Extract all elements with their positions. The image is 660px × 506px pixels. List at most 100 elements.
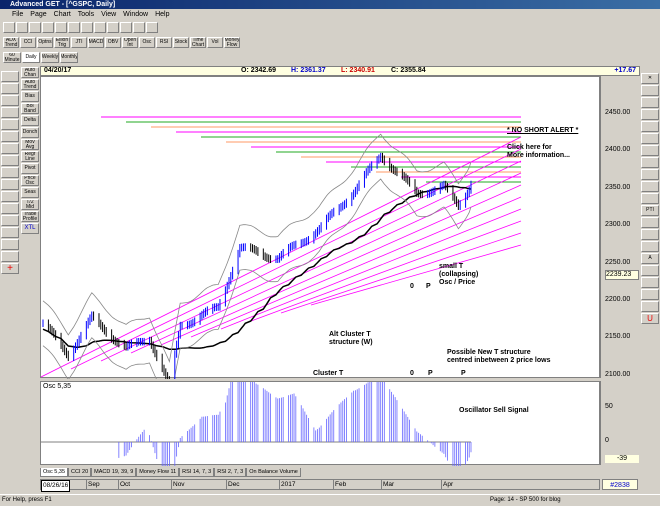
tool-donch[interactable]: Donch [21, 127, 39, 138]
fib-time-icon[interactable] [641, 133, 659, 144]
menu-view[interactable]: View [101, 11, 117, 18]
tool-pivot[interactable]: Pivot [21, 163, 39, 174]
delete-icon[interactable] [107, 22, 119, 33]
tab-2[interactable]: MACD 19, 39, 9 [91, 467, 137, 477]
study-jti[interactable]: JTI [71, 37, 87, 48]
more-info-link[interactable]: More information... [507, 152, 570, 159]
study-rsi[interactable]: RSI [156, 37, 172, 48]
compress-icon[interactable] [1, 179, 19, 190]
click-here-link[interactable]: Click here for [507, 144, 552, 151]
period-weekly[interactable]: Weekly [41, 52, 59, 63]
tab-0[interactable]: Osc 5,35 [40, 467, 69, 477]
magnify-icon[interactable] [641, 265, 659, 276]
channel-icon[interactable] [641, 97, 659, 108]
tab-4[interactable]: RSI 14, 7, 3 [179, 467, 215, 477]
pointer-icon[interactable] [3, 22, 15, 33]
rectangle-icon[interactable] [641, 169, 659, 180]
pol-icon[interactable] [641, 229, 659, 240]
close-icon[interactable]: ✕ [641, 73, 659, 84]
context-help-icon[interactable] [146, 22, 158, 33]
study-optns[interactable]: Optns [37, 37, 53, 48]
tool-bol-band[interactable]: Bol Band [21, 103, 39, 114]
arrow-up-icon[interactable] [1, 131, 19, 142]
menu-window[interactable]: Window [123, 11, 149, 18]
tool-xtl[interactable]: XTL [21, 223, 39, 234]
lines-icon[interactable] [1, 227, 19, 238]
new-icon[interactable] [42, 22, 54, 33]
arc-icon[interactable] [641, 145, 659, 156]
print-icon[interactable] [120, 22, 132, 33]
period-60-minute[interactable]: 60 Minute [3, 52, 21, 63]
menu-tools[interactable]: Tools [77, 11, 95, 18]
add-icon[interactable]: + [1, 263, 19, 274]
copy-icon[interactable] [641, 301, 659, 312]
tool-t-2-mid[interactable]: T/2 Mid [21, 199, 39, 210]
fib-ret-icon[interactable] [641, 109, 659, 120]
open-icon[interactable] [68, 22, 80, 33]
tool-regr-line[interactable]: Regr Line [21, 151, 39, 162]
study-osc[interactable]: Osc [139, 37, 155, 48]
tool-bias[interactable]: Bias [21, 91, 39, 102]
tool-auto-trend[interactable]: Auto Trend [21, 79, 39, 90]
pencil-icon[interactable] [641, 85, 659, 96]
study-macd[interactable]: MACD [88, 37, 104, 48]
fib-ext-icon[interactable] [641, 121, 659, 132]
erase-icon[interactable] [641, 277, 659, 288]
study-vol[interactable]: Vol [207, 37, 223, 48]
period-monthly[interactable]: Monthly [60, 52, 78, 63]
elliott-icon[interactable] [1, 119, 19, 130]
arrow-right-icon[interactable] [1, 167, 19, 178]
pti-icon[interactable]: PTI [641, 205, 659, 216]
expand-h-icon[interactable] [1, 191, 19, 202]
study-adx-trend[interactable]: ADX Trend [3, 37, 19, 48]
ascii-icon[interactable] [1, 95, 19, 106]
save-icon[interactable] [55, 22, 67, 33]
study-ellion-trig[interactable]: Ellion Trig [54, 37, 70, 48]
text-icon[interactable]: A [641, 253, 659, 264]
tool-seas[interactable]: Seas [21, 187, 39, 198]
find-icon[interactable] [641, 241, 659, 252]
arrow-left-icon[interactable] [1, 155, 19, 166]
tab-5[interactable]: RSI 2, 7, 3 [214, 467, 247, 477]
period-daily[interactable]: Daily [22, 52, 40, 63]
grid-icon[interactable] [1, 215, 19, 226]
quote-icon[interactable] [16, 22, 28, 33]
study-stock[interactable]: Stock [173, 37, 189, 48]
box-icon[interactable] [641, 181, 659, 192]
zoom-icon[interactable] [29, 22, 41, 33]
wand-icon[interactable] [641, 193, 659, 204]
study-time-chart[interactable]: Time Chart [190, 37, 206, 48]
tool-mov-avg[interactable]: Mov Avg [21, 139, 39, 150]
oscillator-pane[interactable]: Osc 5,35 Oscillator Sell Signal [40, 334, 600, 495]
menu-file[interactable]: File [12, 11, 24, 18]
study-cci[interactable]: CCI [20, 37, 36, 48]
menu-page[interactable]: Page [30, 11, 47, 18]
export-icon[interactable] [81, 22, 93, 33]
draw-icon[interactable] [1, 239, 19, 250]
arrow-down-icon[interactable] [1, 143, 19, 154]
tool-price-osc[interactable]: Price Osc [21, 175, 39, 186]
fan-icon[interactable] [641, 157, 659, 168]
study-obv[interactable]: OBV [105, 37, 121, 48]
tool-trade-profile[interactable]: Trade Profile [21, 211, 39, 222]
magnet-icon[interactable]: U [641, 313, 659, 324]
menu-chart[interactable]: Chart [53, 11, 71, 18]
scales-icon[interactable] [1, 83, 19, 94]
copy-icon[interactable] [94, 22, 106, 33]
tool-delta[interactable]: Delta [21, 115, 39, 126]
folder-icon[interactable] [1, 71, 19, 82]
tool-auto-chan[interactable]: Auto Chan [21, 67, 39, 78]
study-money-flow[interactable]: Money Flow [224, 37, 240, 48]
cycle-icon[interactable] [641, 289, 659, 300]
tab-3[interactable]: Money Flow 11 [136, 467, 180, 477]
help-icon[interactable] [133, 22, 145, 33]
studies-icon[interactable] [1, 107, 19, 118]
fill-icon[interactable] [1, 251, 19, 262]
tab-1[interactable]: CCI 20 [68, 467, 92, 477]
study-open-int[interactable]: Open Int [122, 37, 138, 48]
menu-help[interactable]: Help [155, 11, 170, 18]
price-chart[interactable]: * NO SHORT ALERT * Click here for More i… [40, 76, 600, 408]
tab-6[interactable]: On Balance Volume [246, 467, 301, 477]
expand-v-icon[interactable] [1, 203, 19, 214]
grid-icon[interactable] [641, 217, 659, 228]
